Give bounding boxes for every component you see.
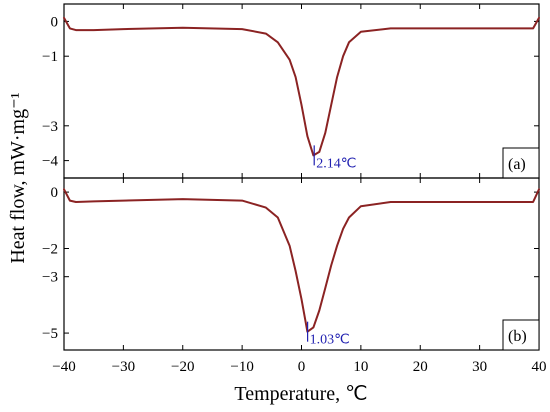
panel-a-x-ticks xyxy=(63,4,540,178)
y-tick-label: −2 xyxy=(42,241,58,257)
panel-b-tag: (b) xyxy=(508,328,527,345)
panel-b-peak-label: 1.03℃ xyxy=(310,333,350,348)
x-tick-label: −30 xyxy=(112,359,135,375)
panel-a-frame xyxy=(63,3,540,179)
y-tick-label: −1 xyxy=(42,49,58,65)
panel-a-tag: (a) xyxy=(508,156,526,173)
y-axis-title: Heat flow, mW·mg⁻¹ xyxy=(7,92,29,263)
x-tick-label: −40 xyxy=(52,359,75,375)
panel-b-y-ticks: 0 −2 −3 −5 xyxy=(42,185,539,342)
x-tick-label: −10 xyxy=(230,359,253,375)
y-tick-label: −3 xyxy=(42,270,58,286)
x-tick-labels: −40 −30 −20 −10 0 10 20 30 40 xyxy=(52,359,546,375)
x-tick-label: −20 xyxy=(171,359,194,375)
panel-a: 0 −1 −3 −4 2.14℃ (a) xyxy=(42,3,540,179)
panel-b-tag-box xyxy=(502,319,540,351)
panel-a-peak-label: 2.14℃ xyxy=(316,156,356,171)
panel-a-tag-box xyxy=(502,147,540,179)
x-tick-label: 40 xyxy=(532,359,547,375)
y-tick-label: 0 xyxy=(51,14,59,30)
panel-a-series-line xyxy=(63,16,540,157)
x-tick-label: 30 xyxy=(472,359,487,375)
y-tick-label: −3 xyxy=(42,119,58,135)
panel-b-x-ticks xyxy=(63,178,540,350)
x-tick-label: 10 xyxy=(353,359,368,375)
panel-b-series-line xyxy=(63,188,540,333)
y-tick-label: 0 xyxy=(51,185,59,201)
x-axis-title: Temperature, ℃ xyxy=(234,383,367,405)
x-tick-label: 0 xyxy=(298,359,306,375)
x-tick-label: 20 xyxy=(413,359,428,375)
y-tick-label: −5 xyxy=(42,326,58,342)
panel-a-y-ticks: 0 −1 −3 −4 xyxy=(42,14,539,170)
panel-b: 0 −2 −3 −5 1.03℃ (b) xyxy=(42,177,540,351)
y-tick-label: −4 xyxy=(42,154,58,170)
panel-b-frame xyxy=(63,177,540,351)
